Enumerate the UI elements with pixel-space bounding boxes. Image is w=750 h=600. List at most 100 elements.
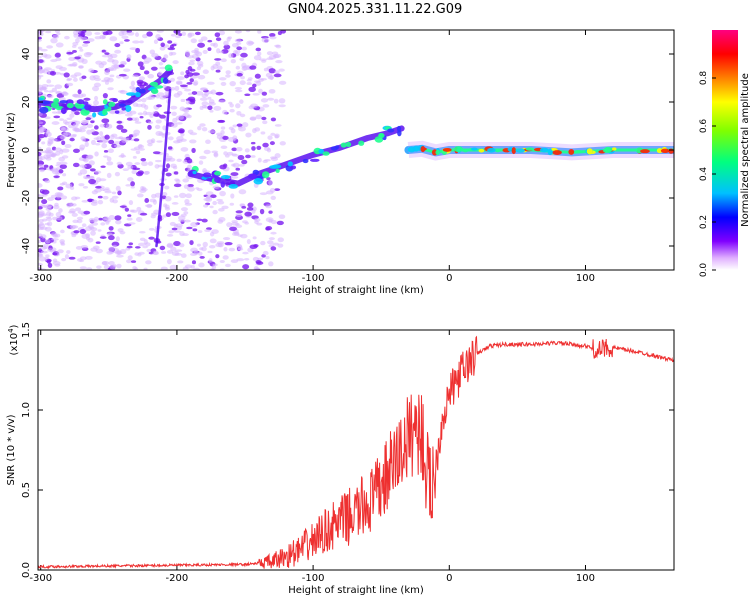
heatmap-noise-cell [171,227,178,231]
heatmap-noise-cell [227,36,232,40]
heatmap-noise-cell [177,260,184,264]
y-tick-label: -40 [21,238,32,254]
heatmap-noise-cell [137,112,144,116]
heatmap-noise-cell [171,111,177,116]
heatmap-noise-cell [215,37,222,42]
heatmap-noise-cell [229,226,237,231]
heatmap-noise-cell [104,190,112,194]
heatmap-noise-cell [184,50,191,56]
heatmap-noise-cell [152,251,159,256]
heatmap-noise-cell [73,77,78,82]
heatmap-blob [340,142,347,148]
heatmap-noise-cell [169,221,176,226]
heatmap-noise-cell [126,259,132,264]
heatmap-noise-cell [120,89,125,93]
heatmap-noise-cell [214,32,221,38]
heatmap-noise-cell [118,73,127,77]
heatmap-noise-cell [222,109,228,115]
heatmap-noise-cell [277,237,284,243]
heatmap-noise-cell [154,159,162,163]
heatmap-noise-cell [137,242,146,247]
heatmap-noise-cell [185,100,191,105]
heatmap-noise-cell [275,44,282,49]
heatmap-noise-cell [137,61,144,67]
heatmap-blob [442,147,452,152]
heatmap-noise-cell [219,77,227,81]
heatmap-noise-cell [250,103,259,108]
heatmap-noise-cell [156,30,164,33]
heatmap-noise-cell [260,240,266,246]
heatmap-noise-cell [66,51,74,55]
heatmap-noise-cell [156,140,163,143]
heatmap-noise-cell [216,48,221,54]
heatmap-noise-cell [145,111,153,116]
heatmap-noise-cell [38,36,42,40]
heatmap-noise-cell [119,109,127,115]
heatmap-noise-cell [48,90,54,93]
heatmap-noise-cell [114,136,122,140]
heatmap-noise-cell [121,30,128,36]
heatmap-noise-cell [191,260,197,265]
heatmap-noise-cell [235,210,243,214]
heatmap-noise-cell [219,259,225,264]
heatmap-blob [192,170,197,175]
heatmap-noise-cell [111,195,119,199]
heatmap-noise-cell [107,87,114,91]
heatmap-noise-cell [160,266,168,270]
heatmap-noise-cell [93,100,99,106]
heatmap-noise-cell [199,97,208,101]
heatmap-noise-cell [43,205,52,209]
colorbar: 0.0 0.2 0.4 0.6 0.8 Normalized spectral ampl… [699,30,750,277]
heatmap-noise-cell [46,259,51,264]
heatmap-noise-cell [263,67,269,72]
heatmap-blob [612,147,617,151]
heatmap-noise-cell [198,251,203,256]
heatmap-noise-cell [90,139,96,145]
heatmap-noise-cell [268,68,276,74]
heatmap-noise-cell [69,186,75,190]
heatmap-noise-cell [60,241,65,245]
heatmap-noise-cell [203,149,211,155]
y-tick-label: 1.0 [21,402,32,418]
heatmap-blob [162,77,169,84]
heatmap-noise-cell [121,140,128,143]
heatmap-noise-cell [61,140,66,146]
heatmap-noise-cell [155,33,161,40]
y-tick-label: 20 [21,96,32,109]
heatmap-blob [70,106,77,112]
heatmap-noise-cell [104,52,110,56]
heatmap-noise-cell [108,215,116,221]
heatmap-noise-cell [142,33,148,39]
heatmap-noise-cell [269,32,276,38]
heatmap-noise-cell [81,119,89,124]
heatmap-noise-cell [208,99,215,104]
heatmap-noise-cell [139,66,145,71]
heatmap-noise-cell [124,207,130,212]
heatmap-blob [478,148,485,153]
heatmap-noise-cell [120,128,128,133]
heatmap-noise-cell [104,70,110,76]
heatmap-noise-cell [38,121,44,125]
heatmap-noise-cell [115,236,120,242]
heatmap-noise-cell [47,197,54,202]
heatmap-noise-cell [38,134,46,139]
heatmap-noise-cell [38,198,41,203]
heatmap-blob [253,177,263,185]
heatmap-noise-cell [66,78,71,82]
heatmap-noise-cell [53,204,60,210]
heatmap-noise-cell [94,32,101,35]
heatmap-noise-cell [252,83,257,88]
heatmap-noise-cell [230,193,235,199]
heatmap-noise-cell [76,30,81,33]
y-axis-label-bottom: SNR (10 * v/v) [6,414,17,485]
heatmap-noise-cell [181,31,187,36]
heatmap-noise-cell [45,131,52,138]
heatmap-noise-cell [124,39,130,42]
heatmap-noise-cell [230,176,239,179]
heatmap-noise-cell [236,72,243,77]
heatmap-noise-cell [101,54,109,58]
heatmap-noise-cell [125,184,132,187]
heatmap-noise-cell [274,70,280,74]
heatmap-noise-cell [106,172,112,178]
heatmap-noise-cell [246,239,251,245]
